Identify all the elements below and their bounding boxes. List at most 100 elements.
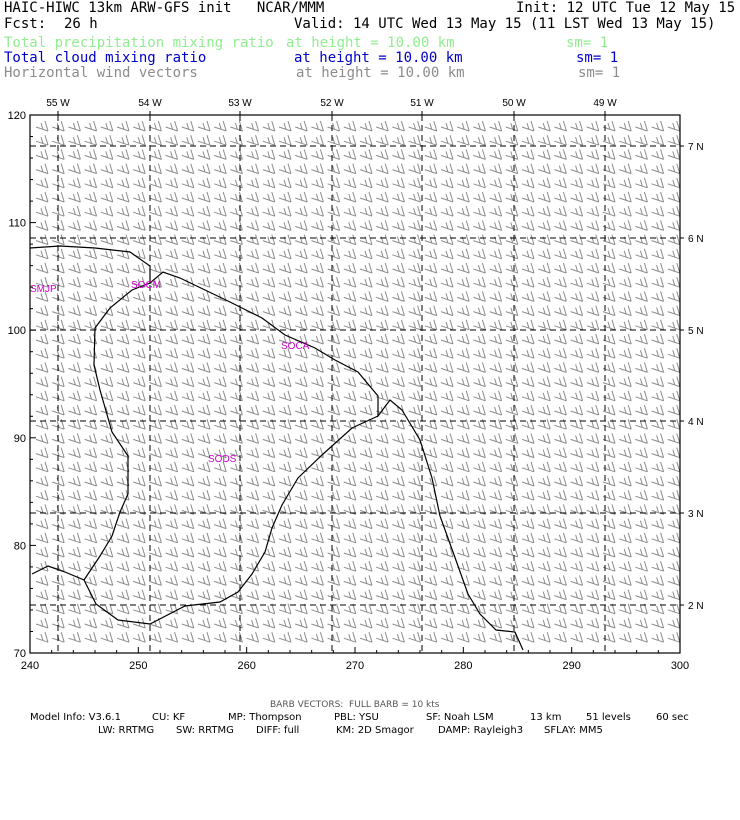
wind-barb [181, 561, 195, 572]
wind-barb [667, 475, 681, 487]
wind-barb [570, 234, 584, 246]
wind-barb [197, 248, 211, 260]
wind-barb [262, 490, 276, 501]
wind-barb [424, 149, 438, 160]
wind-barb [521, 404, 535, 416]
wind-barb [586, 248, 600, 260]
wind-barb [408, 617, 422, 629]
wind-barb [35, 518, 49, 530]
wind-barb [424, 390, 438, 402]
wind-barb [327, 333, 341, 345]
wind-barb [424, 191, 438, 203]
wind-barb [392, 319, 405, 331]
wind-barb [165, 532, 179, 544]
wind-barb [440, 404, 454, 416]
wind-barb [343, 404, 357, 416]
wind-barb [457, 120, 470, 132]
wind-barb [392, 433, 405, 444]
wind-barb [116, 120, 130, 132]
wind-barb [586, 561, 600, 572]
station-label: SODS [208, 454, 237, 465]
wind-barb [165, 589, 179, 601]
wind-barb [489, 419, 503, 430]
wind-barb [554, 206, 567, 217]
wind-barb [181, 135, 195, 146]
wind-barb [408, 632, 422, 643]
wind-barb [327, 362, 341, 373]
wind-barb [505, 177, 519, 189]
wind-barb [619, 575, 632, 586]
wind-barb [505, 447, 519, 459]
wind-barb [262, 234, 276, 246]
wind-barb [197, 305, 211, 317]
wind-barb [554, 120, 567, 132]
wind-barb [619, 376, 632, 388]
wind-barb [473, 120, 486, 132]
wind-barb [570, 376, 584, 388]
wind-barb [197, 546, 211, 558]
wind-barb [359, 561, 373, 572]
wind-barb [181, 433, 195, 444]
wind-barb [376, 163, 389, 175]
wind-barb [392, 262, 405, 274]
wind-barb [619, 433, 632, 444]
wind-barb [570, 149, 584, 160]
wind-barb [68, 234, 81, 246]
wind-barb [68, 277, 81, 288]
wind-barb [246, 291, 260, 302]
wind-barb [262, 561, 276, 572]
wind-barb [376, 291, 389, 302]
wind-barb [651, 518, 665, 530]
wind-barb [457, 603, 470, 615]
wind-barb [230, 163, 243, 175]
wind-barb [116, 532, 130, 544]
wind-barb [68, 433, 81, 444]
wind-barb [651, 149, 665, 160]
wind-barb [635, 404, 648, 416]
wind-barb [408, 149, 422, 160]
wind-barb [311, 163, 324, 175]
wind-barb [602, 234, 616, 246]
wind-barb [278, 589, 292, 601]
wind-barb [619, 220, 632, 231]
wind-barb [262, 248, 276, 260]
wind-barb [424, 575, 438, 586]
wind-barb [392, 135, 405, 146]
wind-barb [165, 234, 179, 246]
wind-barb [570, 518, 584, 530]
wind-barb [376, 277, 389, 288]
wind-barb [408, 163, 422, 175]
wind-barb [667, 291, 681, 302]
wind-barb [538, 333, 551, 345]
sw-scheme: SW: RRTMG [176, 725, 234, 736]
wind-barb [570, 291, 584, 302]
y-tick-label: 120 [8, 110, 26, 122]
wind-barb [246, 120, 260, 132]
wind-barb [149, 461, 162, 473]
longitude-label: 49 W [593, 98, 617, 109]
field-cloud-name: Total cloud mixing ratio [4, 50, 207, 66]
wind-barb [376, 433, 389, 444]
wind-barb [343, 319, 357, 331]
wind-barb [343, 561, 357, 572]
wind-barb [554, 490, 567, 501]
wind-barb [457, 376, 470, 388]
wind-barb [521, 518, 535, 530]
wind-barb [570, 305, 584, 317]
wind-barb [521, 177, 535, 189]
wind-barb [262, 177, 276, 189]
wind-barb [424, 206, 438, 217]
latitude-label: 5 N [688, 326, 704, 337]
wind-barb [181, 305, 195, 317]
wind-barb [635, 475, 648, 487]
grid-spacing: 13 km [530, 712, 562, 723]
wind-barb [35, 632, 49, 643]
wind-barb [181, 617, 195, 629]
wind-barb [343, 220, 357, 231]
wind-barb [197, 617, 211, 629]
wind-barb [586, 191, 600, 203]
wind-barb [230, 546, 243, 558]
wind-barb [424, 333, 438, 345]
wind-barb [133, 518, 146, 530]
wind-barb [667, 447, 681, 459]
